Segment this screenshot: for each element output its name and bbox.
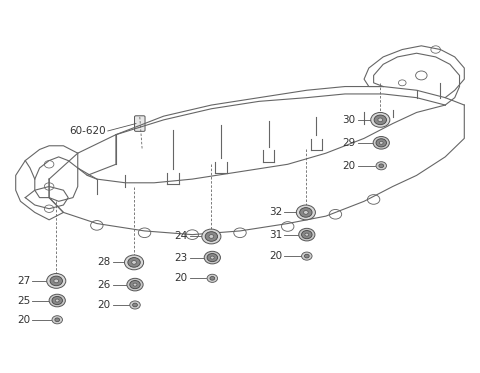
Text: 27: 27 bbox=[17, 276, 30, 286]
Circle shape bbox=[210, 256, 214, 259]
Circle shape bbox=[296, 205, 315, 220]
Circle shape bbox=[130, 301, 140, 309]
Circle shape bbox=[299, 228, 315, 241]
Text: 28: 28 bbox=[97, 257, 110, 267]
Text: 20: 20 bbox=[174, 273, 188, 283]
Circle shape bbox=[133, 283, 137, 286]
Text: 20: 20 bbox=[97, 300, 110, 310]
Circle shape bbox=[379, 164, 384, 167]
Text: 31: 31 bbox=[269, 230, 282, 239]
Circle shape bbox=[124, 255, 144, 270]
Circle shape bbox=[207, 254, 217, 261]
Circle shape bbox=[376, 162, 386, 170]
Circle shape bbox=[207, 274, 217, 282]
Text: 29: 29 bbox=[342, 138, 356, 148]
Circle shape bbox=[132, 261, 136, 264]
Circle shape bbox=[210, 276, 215, 280]
Circle shape bbox=[376, 139, 386, 147]
Circle shape bbox=[128, 258, 140, 267]
Text: 24: 24 bbox=[174, 232, 188, 241]
Circle shape bbox=[130, 280, 140, 289]
Text: 30: 30 bbox=[342, 115, 356, 125]
Text: 25: 25 bbox=[17, 295, 30, 305]
Circle shape bbox=[55, 318, 60, 322]
Circle shape bbox=[373, 137, 389, 149]
Text: 20: 20 bbox=[342, 161, 356, 171]
Circle shape bbox=[127, 278, 143, 291]
Circle shape bbox=[47, 273, 66, 288]
Text: 23: 23 bbox=[174, 253, 188, 263]
Circle shape bbox=[204, 251, 220, 264]
Circle shape bbox=[52, 297, 62, 305]
Text: 32: 32 bbox=[269, 207, 282, 217]
FancyBboxPatch shape bbox=[134, 116, 145, 131]
Circle shape bbox=[378, 118, 383, 122]
Circle shape bbox=[202, 229, 221, 244]
Circle shape bbox=[379, 141, 383, 144]
Text: 26: 26 bbox=[97, 280, 110, 289]
Text: 20: 20 bbox=[269, 251, 282, 261]
Circle shape bbox=[304, 254, 309, 258]
Circle shape bbox=[49, 294, 65, 307]
Circle shape bbox=[55, 299, 59, 302]
Circle shape bbox=[371, 112, 390, 127]
Circle shape bbox=[50, 276, 62, 286]
Circle shape bbox=[132, 303, 137, 307]
Circle shape bbox=[209, 235, 214, 238]
Circle shape bbox=[300, 208, 312, 217]
Circle shape bbox=[301, 252, 312, 260]
Text: 60-620: 60-620 bbox=[69, 126, 106, 136]
Circle shape bbox=[301, 231, 312, 239]
Circle shape bbox=[303, 211, 308, 214]
Text: 20: 20 bbox=[17, 315, 30, 325]
Circle shape bbox=[305, 233, 309, 236]
Circle shape bbox=[52, 316, 62, 324]
Circle shape bbox=[205, 232, 217, 241]
Circle shape bbox=[374, 115, 386, 125]
Circle shape bbox=[54, 279, 59, 283]
